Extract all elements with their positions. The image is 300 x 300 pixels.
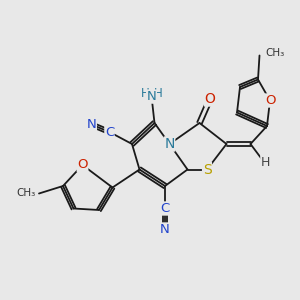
Text: N: N xyxy=(147,90,156,103)
Text: H: H xyxy=(140,86,149,100)
Text: S: S xyxy=(202,163,211,176)
Text: CH₃: CH₃ xyxy=(17,188,36,199)
Text: C: C xyxy=(160,202,169,215)
Text: N: N xyxy=(87,118,96,131)
Text: C: C xyxy=(105,125,114,139)
Text: CH₃: CH₃ xyxy=(266,47,285,58)
Text: N: N xyxy=(160,223,170,236)
Text: H: H xyxy=(154,86,163,100)
Text: O: O xyxy=(205,92,215,106)
Text: N: N xyxy=(164,137,175,151)
Text: O: O xyxy=(265,94,275,107)
Text: O: O xyxy=(77,158,88,172)
Text: H: H xyxy=(261,155,270,169)
